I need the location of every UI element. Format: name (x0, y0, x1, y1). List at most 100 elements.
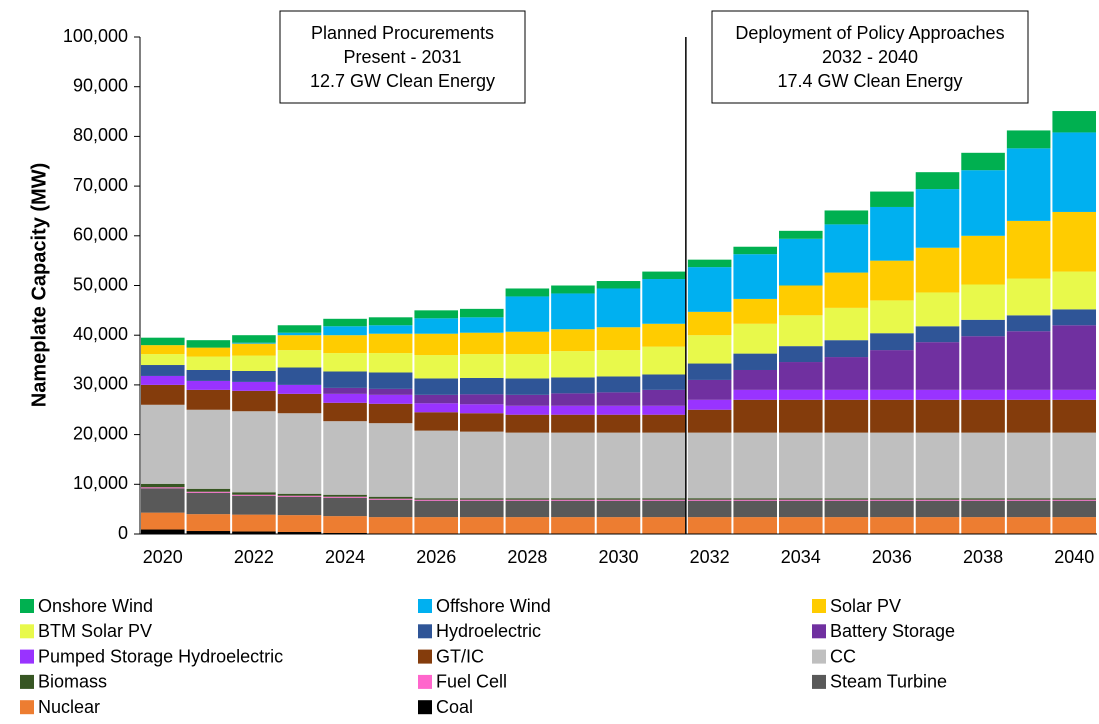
legend-label: BTM Solar PV (38, 621, 152, 641)
bar-segment (1052, 325, 1096, 390)
bar-segment (733, 500, 777, 518)
bar-segment (1006, 278, 1051, 316)
annotation-text: 2032 - 2040 (822, 47, 918, 67)
bar-segment (414, 318, 458, 334)
bar-segment (460, 517, 504, 534)
y-tick-label: 100,000 (63, 26, 128, 46)
bar-segment (277, 384, 322, 394)
bar-segment (505, 517, 550, 534)
bar-segment (687, 409, 732, 433)
bar-segment (505, 288, 550, 297)
bar-segment (824, 307, 869, 341)
annotation-text: Present - 2031 (343, 47, 461, 67)
bar-segment (414, 412, 458, 431)
bar-segment (596, 350, 641, 377)
bar-segment (687, 363, 732, 380)
bar-segment (323, 497, 367, 517)
bar-segment (460, 499, 504, 501)
bar-segment (368, 325, 413, 334)
legend-label: Fuel Cell (436, 672, 507, 692)
bar-segment (870, 260, 914, 301)
bar-segment (186, 369, 231, 381)
bar-segment (368, 496, 413, 499)
bar-segment (323, 402, 367, 422)
bar-segment (368, 317, 413, 326)
bar-segment (505, 296, 550, 332)
bar-segment (232, 335, 276, 343)
x-tick-label: 2022 (234, 547, 274, 567)
bar-segment (687, 267, 732, 312)
bar-segment (596, 281, 641, 289)
bar-segment (323, 496, 367, 498)
bar-segment (870, 399, 914, 433)
bar-segment (414, 310, 458, 319)
bar-segment (186, 514, 231, 532)
annotation-text: Planned Procurements (311, 23, 494, 43)
y-tick-label: 50,000 (73, 274, 128, 294)
bar-segment (460, 332, 504, 355)
bar-segment (961, 170, 1005, 236)
bar-segment (596, 432, 641, 499)
bar-segment (1052, 499, 1096, 501)
legend-label: Battery Storage (830, 621, 955, 641)
bar-segment (186, 347, 231, 357)
bar-segment (551, 351, 595, 378)
bar-segment (186, 492, 231, 515)
bar-segment (687, 311, 732, 336)
bar-segment (1052, 498, 1096, 500)
bar-segment (687, 399, 732, 410)
y-tick-label: 80,000 (73, 125, 128, 145)
x-tick-label: 2038 (963, 547, 1003, 567)
bar-segment (141, 487, 185, 489)
bar-segment (186, 531, 231, 534)
bar-segment (961, 319, 1005, 337)
legend-label: Nuclear (38, 697, 100, 717)
bar-segment (961, 389, 1005, 400)
bar-segment (186, 488, 231, 492)
bar-segment (277, 393, 322, 414)
bar-segment (1052, 399, 1096, 433)
bar-segment (824, 224, 869, 273)
bar-segment (141, 375, 185, 385)
bar-segment (824, 399, 869, 433)
legend-swatch (20, 649, 34, 664)
bar-segment (870, 498, 914, 500)
bar-segment (460, 498, 504, 500)
bar-segment (277, 335, 322, 351)
legend-swatch (418, 649, 432, 664)
bar-segment (1052, 517, 1096, 534)
bar-segment (961, 235, 1005, 285)
bar-segment (870, 206, 914, 261)
bar-segment (961, 498, 1005, 500)
bar-segment (915, 499, 960, 501)
bar-segment (733, 389, 777, 400)
legend-label: Offshore Wind (436, 596, 551, 616)
bar-segment (277, 350, 322, 368)
bar-segment (642, 271, 686, 280)
bar-segment (870, 500, 914, 518)
bar-segment (277, 413, 322, 494)
bar-segment (551, 499, 595, 501)
bar-segment (779, 500, 823, 518)
bar-segment (1006, 130, 1051, 149)
bar-segment (779, 285, 823, 316)
bar-segment (414, 403, 458, 413)
bar-segment (277, 332, 322, 336)
bar-segment (460, 404, 504, 414)
bar-segment (414, 430, 458, 499)
bar-segment (551, 498, 595, 500)
x-tick-label: 2020 (143, 547, 183, 567)
bar-segment (232, 390, 276, 412)
x-tick-label: 2028 (507, 547, 547, 567)
bar-segment (870, 499, 914, 501)
bar-segment (277, 532, 322, 534)
bar-segment (779, 517, 823, 534)
bar-segment (505, 405, 550, 415)
bar-segment (323, 393, 367, 403)
bar-segment (779, 498, 823, 500)
bar-segment (824, 389, 869, 400)
legend-label: Solar PV (830, 596, 901, 616)
x-tick-label: 2026 (416, 547, 456, 567)
bar-segment (505, 354, 550, 379)
bar-segment (277, 496, 322, 516)
